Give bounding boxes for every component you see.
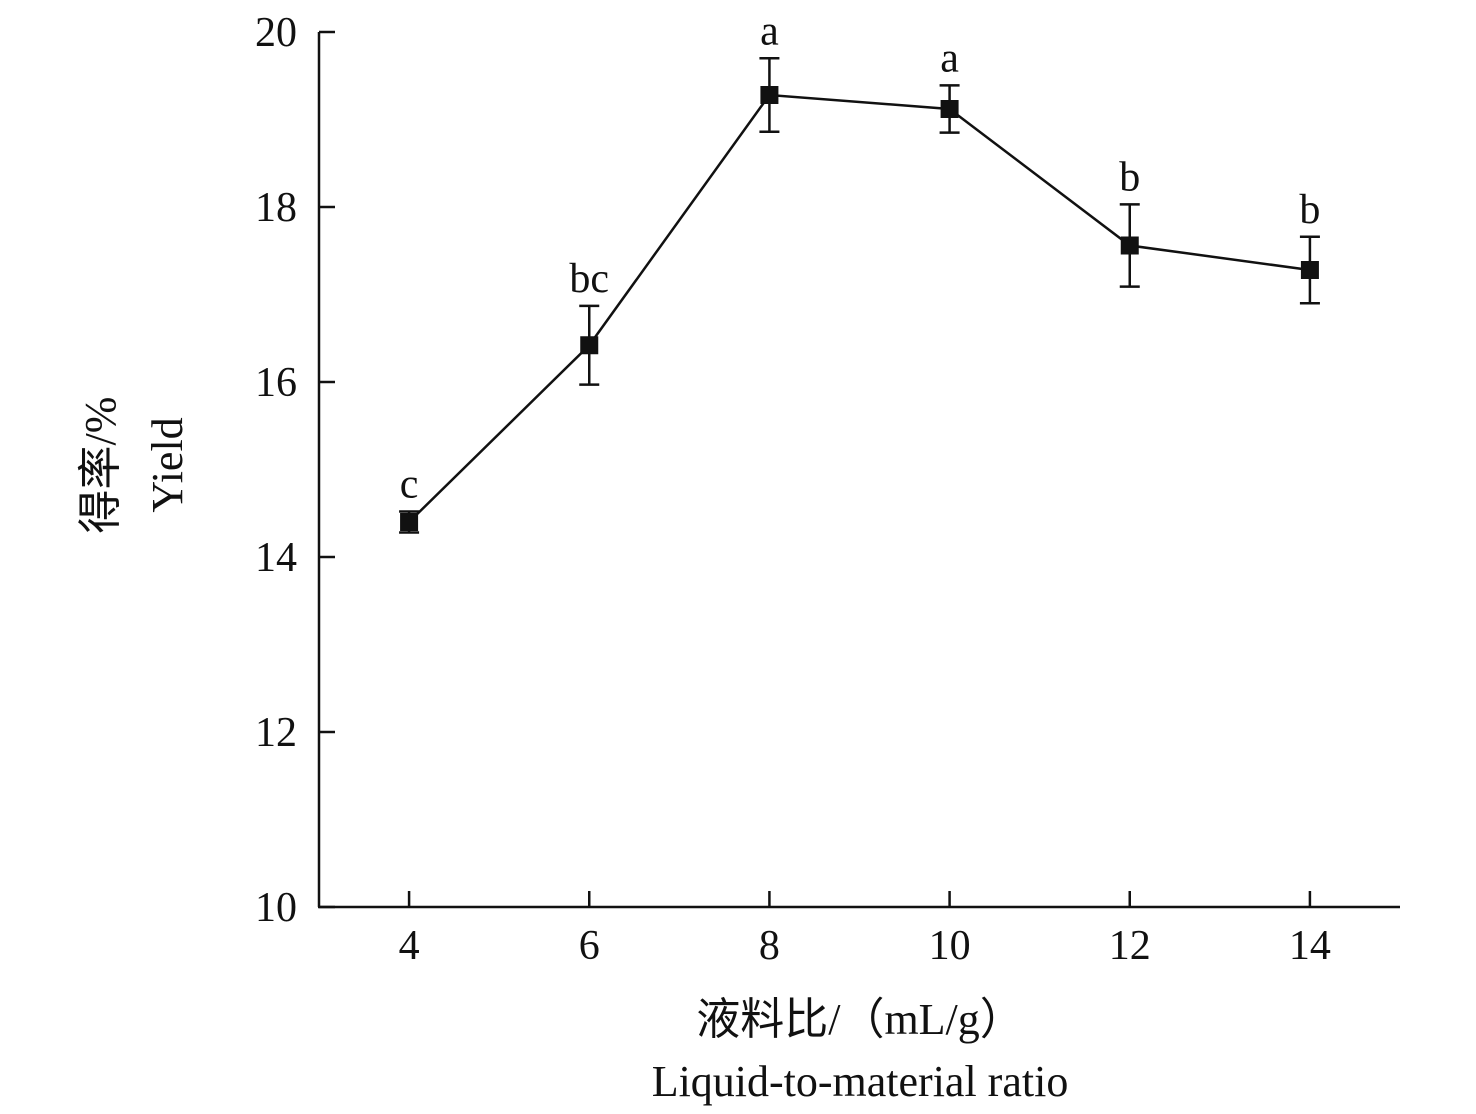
x-axis-label-en: Liquid-to-material ratio [652,1057,1069,1106]
series-line [408,93,1311,523]
y-axis-label-zh: 得率/% [76,397,125,534]
significance-label: b [1299,187,1320,233]
y-tick-label: 14 [255,535,297,581]
data-point [580,336,599,355]
x-tick-label: 8 [759,923,780,969]
plot-area: c bc a a b b [399,8,1320,534]
significance-label: b [1119,154,1140,200]
data-point [400,513,419,531]
significance-label: a [760,8,779,54]
y-tick-label: 12 [255,710,297,756]
x-tick-label: 14 [1289,923,1331,969]
y-tick-label: 16 [255,360,297,406]
x-tick-label: 12 [1109,923,1151,969]
x-tick-label: 10 [929,923,971,969]
x-tick-label: 4 [399,923,420,969]
significance-label: bc [569,256,609,302]
data-point [1300,261,1319,279]
x-axis-label-zh: 液料比/（mL/g） [696,995,1024,1044]
data-point [940,100,959,118]
significance-label: c [400,462,419,508]
data-point [1120,236,1139,255]
y-tick-label: 20 [255,10,297,56]
significance-label: a [940,35,959,81]
y-tick-label: 18 [255,185,297,231]
x-tick-label: 6 [579,923,600,969]
y-axis-label-en: Yield [143,417,192,512]
axes: 10 12 14 16 18 20 4 6 8 10 12 14 [255,10,1400,969]
data-point [760,86,779,104]
y-tick-label: 10 [255,885,297,931]
